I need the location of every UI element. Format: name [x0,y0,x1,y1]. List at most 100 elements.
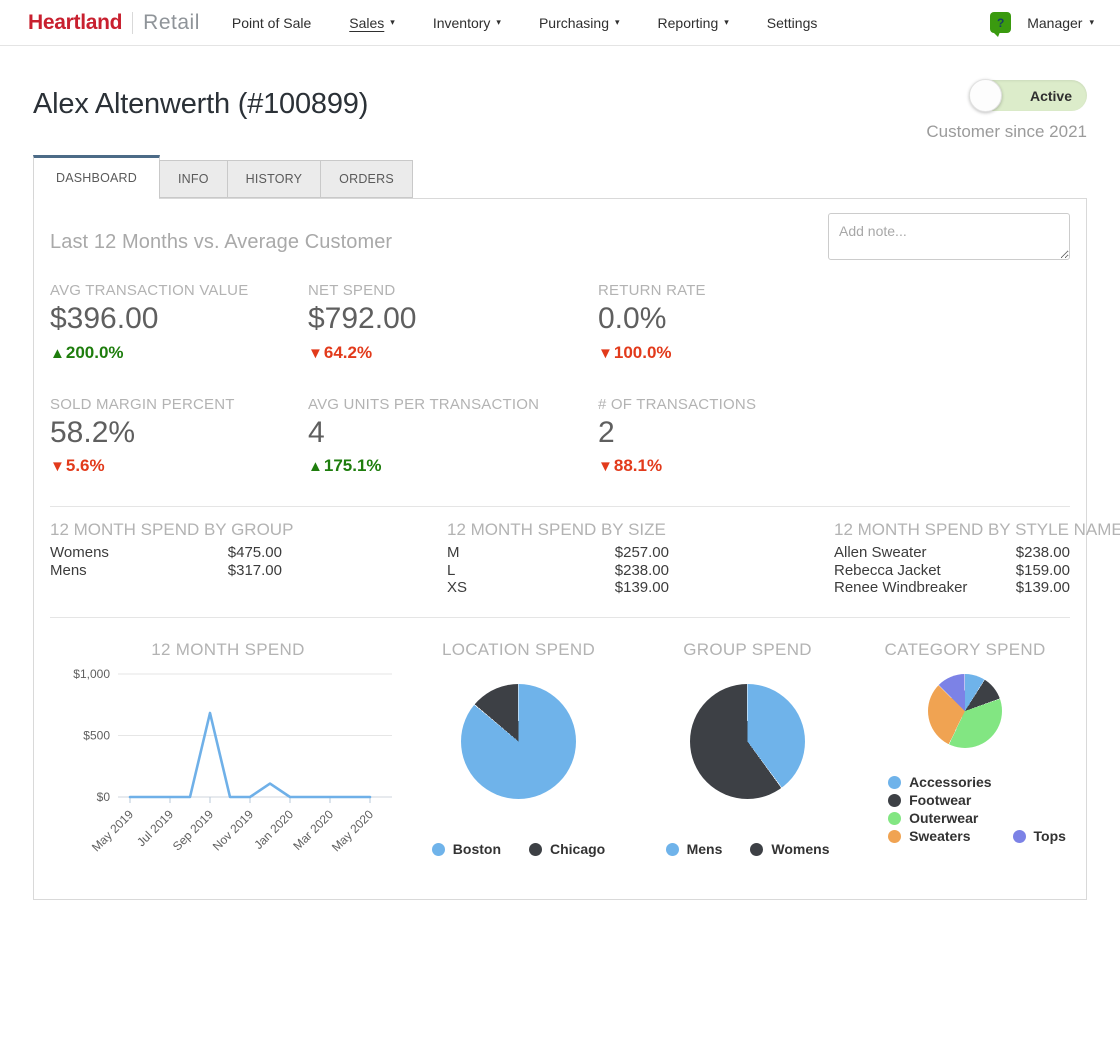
spend-row: Allen Sweater $238.00 [834,544,1070,562]
nav-item-point-of-sale[interactable]: Point of Sale [232,15,311,31]
legend-dot-icon [888,775,902,789]
spend-row-amount: $238.00 [614,561,669,579]
spend-row-amount: $475.00 [227,544,282,561]
triangle-down-icon: ▼ [598,344,613,362]
metric-label: AVG UNITS PER TRANSACTION [308,395,540,413]
metric-label: AVG TRANSACTION VALUE [50,282,249,299]
metric-label: # OF TRANSACTIONS [598,395,757,413]
triangle-down-icon: ▼ [50,458,65,475]
legend-dot-icon [529,842,542,856]
chevron-down-icon: ▾ [1089,17,1094,27]
metric-label: RETURN RATE [598,282,706,299]
x-axis-tick-label: Sep 2019 [170,807,216,853]
spend-list-12-month-spend-by-size: 12 MONTH SPEND BY SIZE M $257.00 L $238.00 XS… [447,520,669,597]
nav-item-reporting[interactable]: Reporting ▾ [658,15,729,31]
add-note-input[interactable] [828,213,1070,260]
legend-dot-icon [888,829,902,843]
legend-dot-icon [431,842,445,856]
nav-item-purchasing[interactable]: Purchasing ▾ [539,15,620,31]
legend-item-mens[interactable]: Mens [665,841,722,857]
metric-return-rate: RETURN RATE 0.0% ▼100.0% [598,282,1070,363]
metric-avg-transaction-value: AVG TRANSACTION VALUE $396.00 ▲200.0% [50,282,308,363]
location-spend-pie [461,684,577,800]
metrics-grid: AVG TRANSACTION VALUE $396.00 ▲200.0% NET S… [50,282,1070,476]
customer-tabs: DASHBOARD INFO HISTORY ORDERS [33,155,1087,199]
metric-delta: ▼88.1% [598,456,663,475]
metric-delta: ▼100.0% [598,342,672,362]
legend-line: Outerwear [888,810,1066,826]
triangle-down-icon: ▼ [598,458,613,475]
x-axis-tick-label: May 2020 [329,807,376,854]
spend-row: L $238.00 [447,562,669,580]
chevron-down-icon: ▾ [615,17,620,27]
top-navigation: Heartland Retail Point of Sale Sales ▾ Inve… [0,0,1120,46]
metric-delta: ▼64.2% [308,342,373,362]
nav-item-inventory[interactable]: Inventory ▾ [433,15,501,31]
spend-row-name: XS [447,579,468,597]
panel-heading: Last 12 Months vs. Average Customer [50,231,393,253]
legend-item-accessories[interactable]: Accessories [888,774,992,790]
customer-since-label: Customer since 2021 [926,122,1087,141]
legend-label: Accessories [909,774,992,791]
legend-label: Tops [1033,828,1066,845]
spend-row: Mens $317.00 [50,562,282,580]
metric-sold-margin-percent: SOLD MARGIN PERCENT 58.2% ▼5.6% [50,396,308,477]
nav-item-label: Point of Sale [231,14,312,31]
chevron-down-icon: ▾ [724,17,729,27]
tab-info[interactable]: INFO [158,160,228,198]
spend-row: Rebecca Jacket $159.00 [834,562,1070,580]
main-nav: Point of Sale Sales ▾ Inventory ▾ Purchasing ▾… [232,15,990,31]
active-toggle[interactable]: Active [969,79,1087,112]
metric-net-spend: NET SPEND $792.00 ▼64.2% [308,282,598,363]
spend-row-amount: $317.00 [227,561,282,579]
page-title: Alex Altenwerth (#100899) [33,88,369,120]
spend-list-12-month-spend-by-group: 12 MONTH SPEND BY GROUP Womens $475.00 Mens… [50,520,293,597]
metric-value: $792.00 [308,302,417,335]
legend-line: Footwear [888,792,1066,808]
legend-line: Accessories [888,774,1066,790]
tab-orders[interactable]: ORDERS [320,160,413,198]
tab-dashboard[interactable]: DASHBOARD [33,155,160,199]
nav-item-sales[interactable]: Sales ▾ [349,15,395,31]
pie-chart-title: CATEGORY SPEND [884,640,1046,660]
user-menu[interactable]: Manager ▾ [1027,15,1094,31]
metric-of-transactions: # OF TRANSACTIONS 2 ▼88.1% [598,396,1070,477]
nav-right: ? Manager ▾ [990,12,1094,37]
spend-row-name: L [447,561,456,579]
toggle-label: Active [1029,87,1072,104]
customer-page: Alex Altenwerth (#100899) Active Custome… [0,46,1120,901]
legend-item-outerwear[interactable]: Outerwear [888,810,978,826]
spend-row-amount: $159.00 [1015,561,1070,579]
help-question-glyph: ? [997,15,1005,30]
metric-delta: ▲200.0% [50,342,124,362]
triangle-down-icon: ▼ [308,344,323,362]
legend-item-womens[interactable]: Womens [750,841,829,857]
spend-row-amount: $139.00 [1015,579,1070,597]
help-chat-icon[interactable]: ? [990,12,1012,37]
pie-chart-title: LOCATION SPEND [441,640,596,660]
spend-row-amount: $257.00 [614,544,669,561]
metric-avg-units-per-transaction: AVG UNITS PER TRANSACTION 4 ▲175.1% [308,396,598,477]
tab-history[interactable]: HISTORY [226,160,322,198]
legend-item-tops[interactable]: Tops [1012,828,1066,845]
legend-item-boston[interactable]: Boston [431,841,501,857]
location-legend: Boston Chicago [431,841,605,857]
legend-item-sweaters[interactable]: Sweaters [888,828,971,844]
group-legend: Mens Womens [665,841,829,857]
spend-lists: 12 MONTH SPEND BY GROUP Womens $475.00 Mens… [50,506,1120,619]
heartland-retail-logo[interactable]: Heartland Retail [28,11,200,35]
brand-primary: Heartland [28,10,123,34]
legend-item-chicago[interactable]: Chicago [529,841,605,857]
pie-chart-title: GROUP SPEND [683,640,812,660]
brand-secondary: Retail [143,10,200,34]
triangle-up-icon: ▲ [50,344,65,362]
metric-label: NET SPEND [308,282,396,299]
line-chart-title: 12 MONTH SPEND [151,640,305,660]
toggle-knob[interactable] [969,79,1002,112]
x-axis-tick-label: Nov 2019 [210,807,256,853]
legend-item-footwear[interactable]: Footwear [888,792,971,808]
nav-item-settings[interactable]: Settings [767,15,818,31]
spend-row-name: Rebecca Jacket [834,561,941,579]
nav-item-label: Purchasing [538,14,609,31]
